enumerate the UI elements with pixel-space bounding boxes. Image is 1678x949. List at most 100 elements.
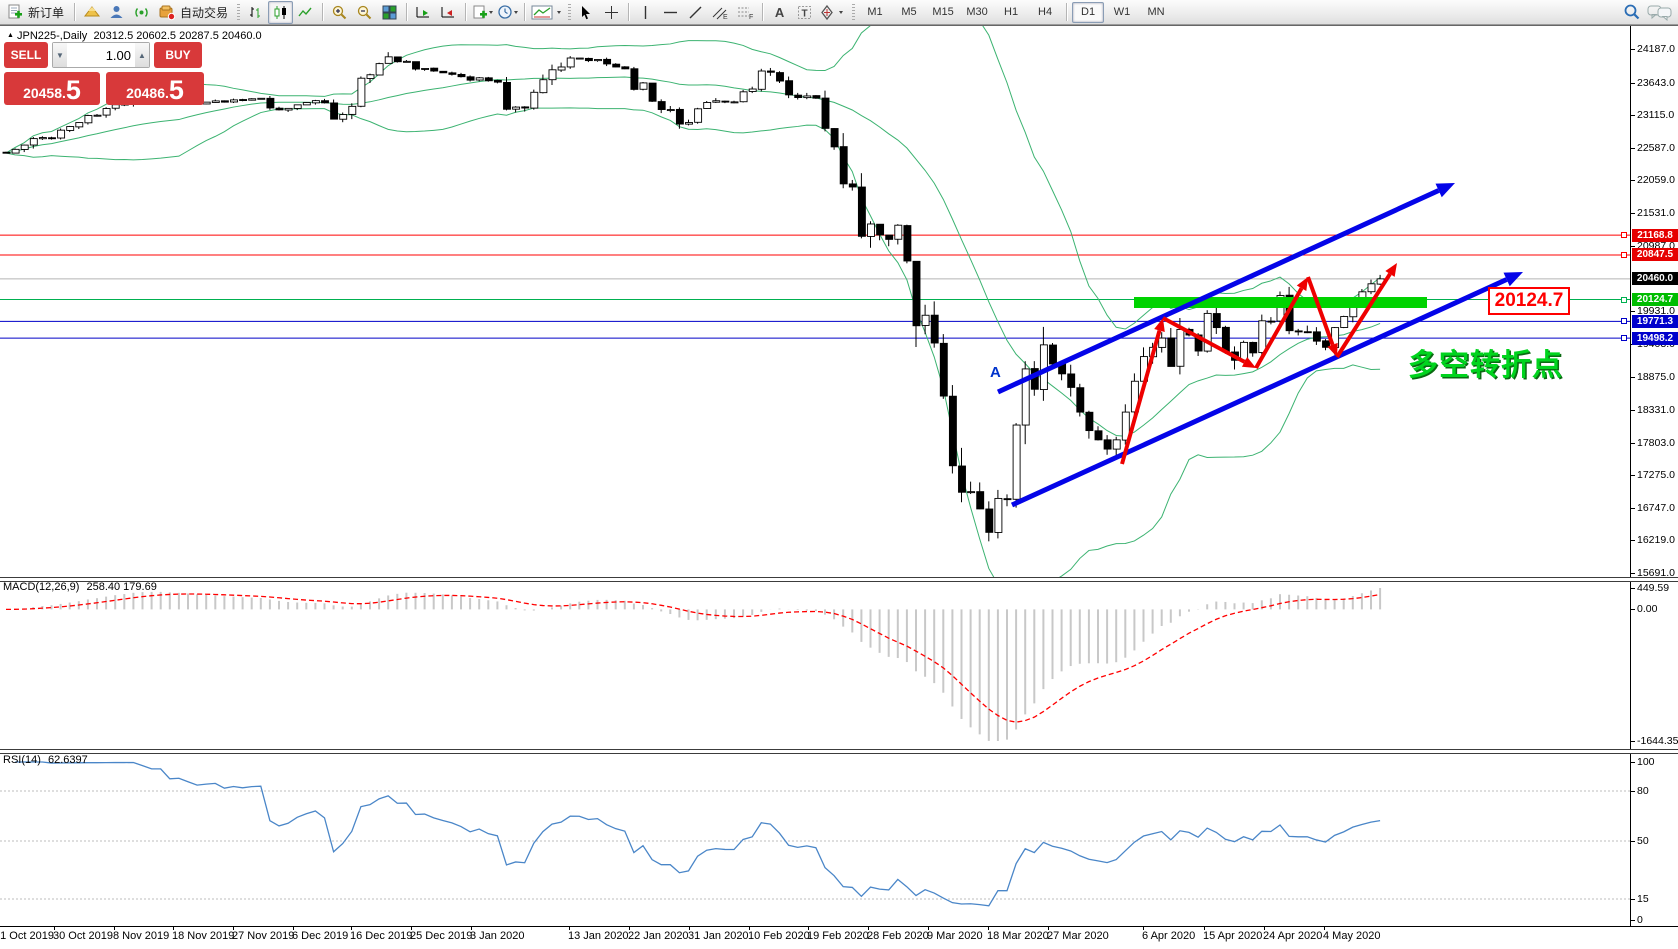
text-label-icon[interactable]: T	[792, 1, 817, 24]
candle-body	[748, 88, 757, 92]
timeframe-button-M30[interactable]: M30	[966, 5, 988, 18]
price-badge-20847.5: 20847.5	[1632, 248, 1678, 262]
candle-body	[967, 491, 976, 494]
volume-decrease-button[interactable]: ▼	[53, 43, 67, 67]
price-tick	[1630, 180, 1635, 182]
zoom-in-icon[interactable]	[327, 1, 352, 24]
zigzag-arrow-4[interactable]	[1306, 276, 1335, 346]
candle-body	[694, 108, 703, 123]
candle-body	[1340, 316, 1349, 328]
timeframe-button-M15[interactable]: M15	[932, 5, 954, 18]
date-tick	[928, 926, 929, 930]
auto-scroll-icon[interactable]	[411, 1, 436, 24]
timeframe-button-H1[interactable]: H1	[1004, 5, 1019, 18]
period-clock-icon[interactable]	[495, 1, 520, 24]
autotrade-button[interactable]: 自动交易	[180, 5, 229, 20]
indicators-icon[interactable]	[529, 1, 565, 24]
price-tick-label: 15691.0	[1637, 567, 1675, 579]
timeframe-button-H4[interactable]: H4	[1038, 5, 1053, 18]
date-tick	[411, 926, 412, 930]
line-anchor-square[interactable]	[1621, 251, 1627, 258]
line-anchor-square[interactable]	[1621, 296, 1627, 303]
price-tick	[1630, 115, 1635, 117]
timeframe-button-M5[interactable]: M5	[901, 5, 917, 18]
sell-button[interactable]: SELL	[4, 42, 48, 68]
volume-stepper: ▼ ▲	[52, 42, 150, 68]
candlestick-icon[interactable]	[268, 0, 294, 24]
timeframe-button-W1[interactable]: W1	[1113, 5, 1131, 18]
line-anchor-square[interactable]	[1621, 232, 1627, 239]
macd-signal-line	[5, 593, 1381, 723]
candle-body	[566, 57, 575, 68]
timeframe-button-MN[interactable]: MN	[1147, 5, 1165, 18]
pane-divider-rsi[interactable]	[0, 749, 1678, 754]
line-anchor-square[interactable]	[1621, 335, 1627, 342]
autotrade-icon[interactable]	[154, 1, 179, 24]
text-icon[interactable]: A	[774, 4, 785, 20]
volume-increase-button[interactable]: ▲	[135, 43, 149, 67]
timeframe-button-D1[interactable]: D1	[1072, 1, 1105, 23]
trend-arrow-2[interactable]	[1010, 277, 1508, 508]
horizontal-line-icon[interactable]	[658, 1, 683, 24]
candle-body	[603, 58, 612, 65]
chat-icon[interactable]	[1644, 1, 1676, 24]
zigzag-arrow-2-head	[1241, 356, 1256, 368]
cursor-icon[interactable]	[574, 1, 599, 24]
date-label: 27 Nov 2019	[232, 930, 295, 942]
candle-body	[903, 225, 912, 262]
rsi-line	[15, 761, 1381, 907]
macd-tick-label: -1644.35	[1637, 735, 1678, 747]
chart-shift-icon[interactable]	[436, 1, 461, 24]
signals-icon[interactable]	[129, 1, 154, 24]
pane-divider-macd[interactable]	[0, 577, 1678, 582]
chart-window	[0, 25, 1678, 949]
trend-arrow-1[interactable]	[996, 188, 1440, 395]
annotation-text[interactable]: 多空转折点	[1408, 349, 1563, 382]
search-icon[interactable]	[1619, 1, 1644, 24]
candle-body	[284, 107, 293, 111]
rsi-tick-label: 100	[1637, 756, 1655, 768]
zigzag-arrow-5[interactable]	[1335, 272, 1392, 359]
zigzag-arrow-3[interactable]	[1254, 287, 1304, 369]
price-tick	[1630, 507, 1635, 509]
annotation-a-marker[interactable]: A	[990, 364, 1001, 381]
candle-body	[985, 508, 994, 533]
new-order-button[interactable]: 新订单	[28, 5, 65, 20]
zoom-out-icon[interactable]	[352, 1, 377, 24]
rsi-tick	[1630, 920, 1635, 921]
date-tick	[988, 926, 989, 930]
zigzag-arrow-2[interactable]	[1162, 316, 1246, 364]
candle-body	[475, 77, 484, 81]
candle-body	[521, 106, 530, 109]
candle-body	[948, 395, 957, 467]
support-zone-bar[interactable]	[1134, 297, 1427, 308]
new-order-icon[interactable]	[2, 1, 27, 24]
candle-body	[457, 73, 466, 78]
tile-windows-icon[interactable]	[377, 1, 402, 24]
candle-body	[621, 66, 630, 70]
volume-input[interactable]	[67, 43, 135, 67]
sell-price[interactable]: 20458. 5	[4, 72, 101, 105]
fibonacci-icon[interactable]: F	[733, 1, 758, 24]
candle-body	[867, 223, 875, 237]
timeframe-button-M1[interactable]: M1	[867, 5, 883, 18]
community-icon[interactable]	[104, 1, 129, 24]
zigzag-arrow-1[interactable]	[1120, 329, 1162, 465]
channel-icon[interactable]: E	[708, 1, 733, 24]
new-chart-icon[interactable]	[470, 1, 495, 24]
candle-body	[848, 183, 857, 188]
buy-button[interactable]: BUY	[154, 42, 202, 68]
shapes-icon[interactable]	[817, 1, 849, 24]
vertical-line-icon[interactable]	[633, 1, 658, 24]
line-anchor-square[interactable]	[1621, 318, 1627, 325]
bar-chart-icon[interactable]	[243, 1, 268, 24]
trendline-icon[interactable]	[683, 1, 708, 24]
crosshair-icon[interactable]	[599, 1, 624, 24]
buy-price[interactable]: 20486. 5	[106, 72, 204, 105]
line-chart-icon[interactable]	[293, 1, 318, 24]
annotation-price-label[interactable]: 20124.7	[1488, 287, 1570, 315]
rsi-label: RSI(14) 62.6397	[3, 754, 88, 766]
candle-body	[1258, 320, 1267, 354]
gold-ingot-icon[interactable]	[79, 1, 104, 24]
